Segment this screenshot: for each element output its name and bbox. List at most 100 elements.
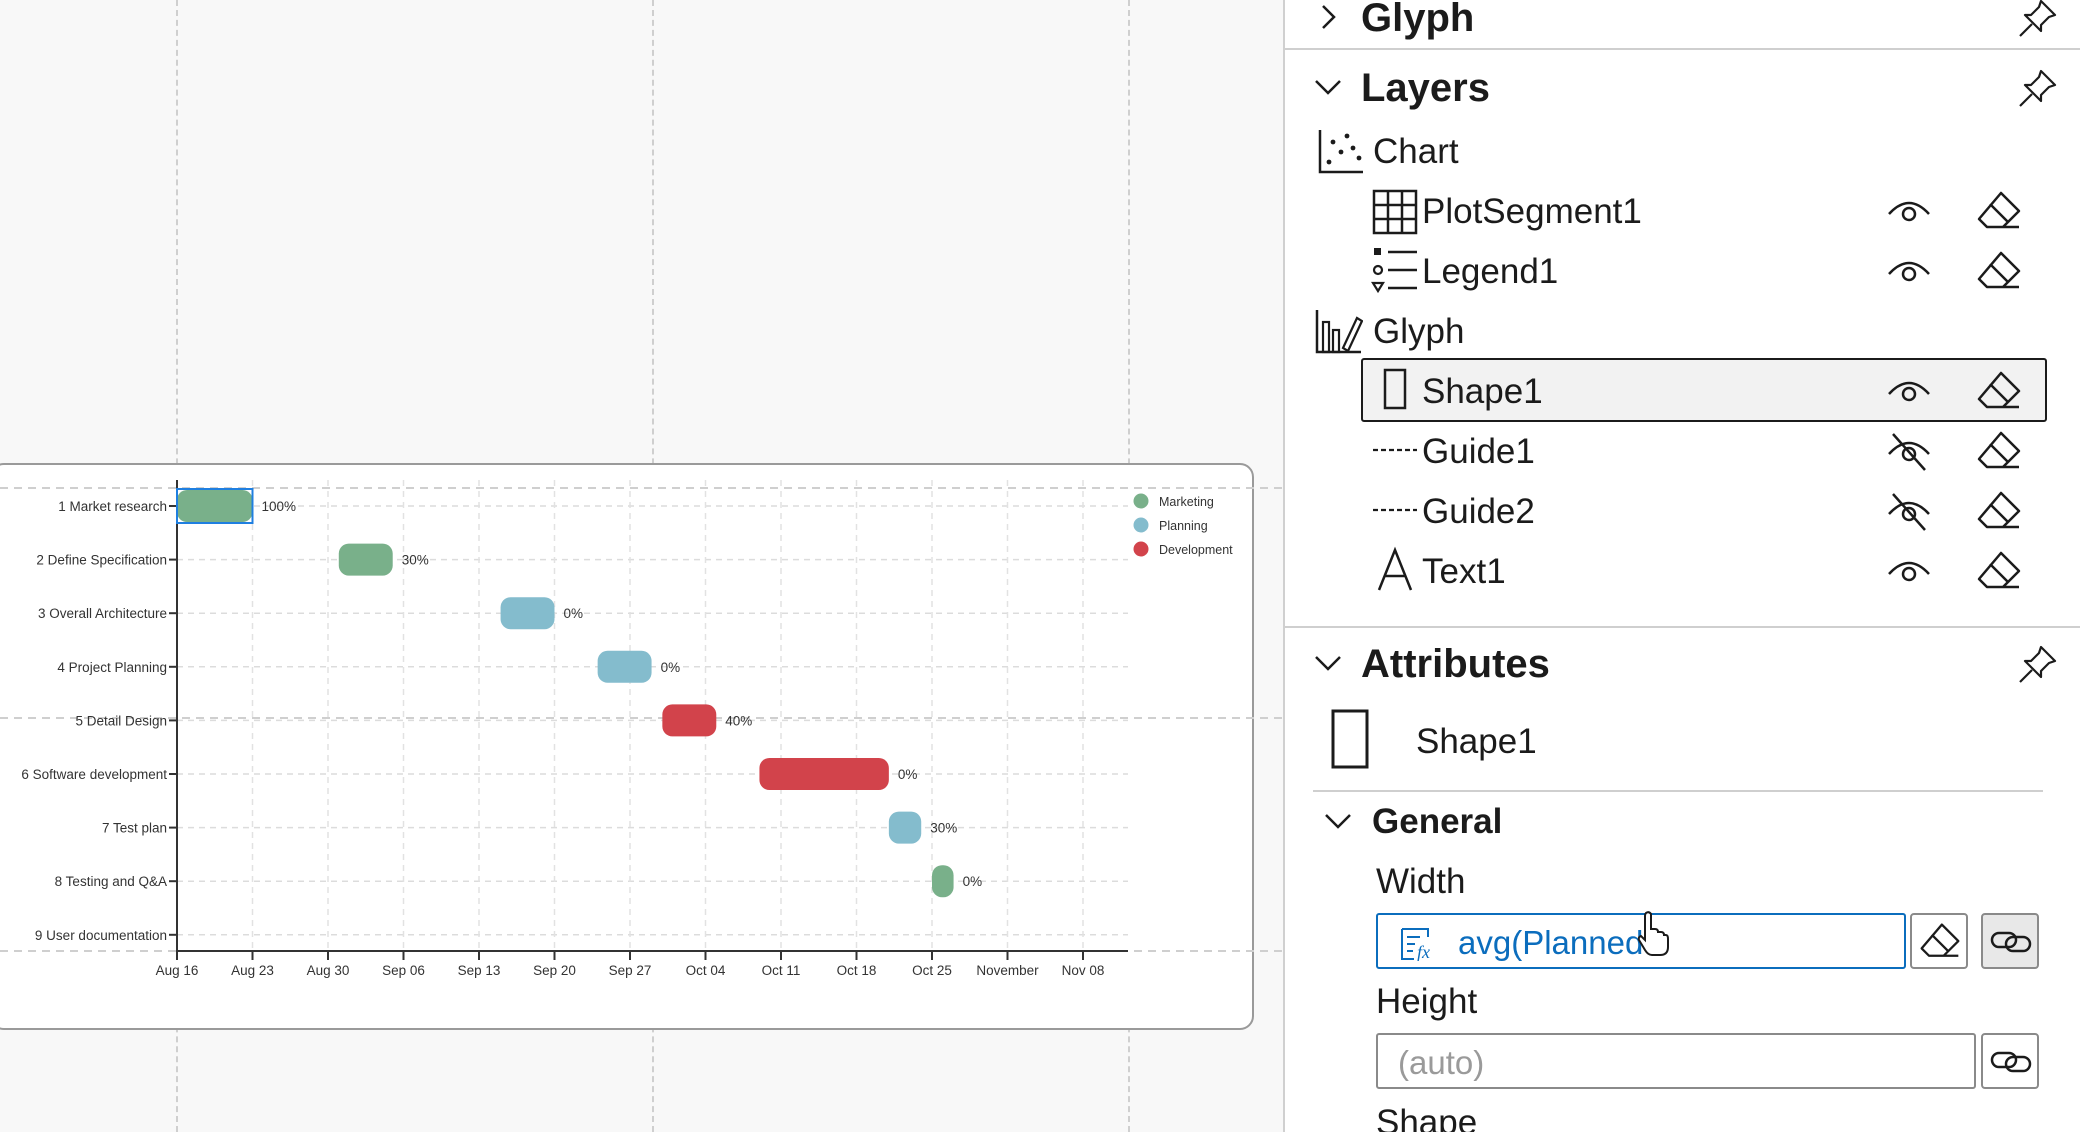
layer-chart[interactable]: Chart — [1285, 122, 2080, 180]
x-tick-label: Sep 06 — [382, 963, 425, 978]
gantt-bar — [759, 758, 889, 790]
eye-hidden-icon[interactable] — [1885, 488, 1933, 536]
pin-icon[interactable] — [2014, 642, 2060, 688]
height-label: Height — [1376, 982, 1478, 1021]
x-tick-label: November — [976, 963, 1039, 978]
y-tick-label: 8 Testing and Q&A — [55, 874, 167, 889]
x-tick-label: Aug 30 — [307, 963, 350, 978]
rectangle-icon — [1331, 709, 1369, 769]
layer-guide1[interactable]: Guide1 — [1285, 422, 2080, 480]
eye-hidden-icon[interactable] — [1885, 428, 1933, 476]
clear-width-button[interactable] — [1910, 913, 1968, 969]
eraser-icon[interactable] — [1975, 428, 2023, 476]
layer-legend[interactable]: Legend1 — [1285, 242, 2080, 300]
chevron-right-icon — [1322, 5, 1336, 29]
progress-label: 100% — [262, 499, 297, 514]
eye-icon[interactable] — [1885, 548, 1933, 596]
chevron-down-icon — [1315, 80, 1341, 95]
expression-fx-icon: fx — [1401, 928, 1430, 961]
x-tick-label: Sep 20 — [533, 963, 576, 978]
y-tick-label: 3 Overall Architecture — [38, 606, 167, 621]
eye-icon[interactable] — [1885, 248, 1933, 296]
layers-section-header[interactable]: Layers — [1285, 60, 2080, 130]
gantt-bar — [338, 543, 393, 576]
chart-frame[interactable] — [0, 463, 1254, 1030]
hand-cursor-icon — [1637, 911, 1669, 956]
layer-plot-segment[interactable]: PlotSegment1 — [1285, 182, 2080, 240]
y-tick-label: 9 User documentation — [35, 928, 167, 943]
x-tick-label: Aug 16 — [156, 963, 199, 978]
height-input[interactable]: (auto) — [1376, 1033, 1976, 1089]
general-section-header[interactable]: General — [1321, 800, 2021, 850]
chart-canvas[interactable]: Aug 16 Aug 23 Aug 30 Sep 06 Sep 13 Sep 20 Sep … — [0, 0, 1283, 1132]
section-divider — [1285, 626, 2080, 628]
gantt-chart[interactable]: Aug 16 Aug 23 Aug 30 Sep 06 Sep 13 Sep 20 Sep … — [0, 0, 1283, 1132]
legend-label: Marketing — [1159, 495, 1214, 509]
chevron-down-icon — [1325, 814, 1351, 829]
legend-label: Planning — [1159, 519, 1208, 533]
layer-guide2[interactable]: Guide2 — [1285, 482, 2080, 540]
eye-icon[interactable] — [1885, 368, 1933, 416]
layer-glyph[interactable]: Glyph — [1285, 302, 2080, 360]
selected-layer-highlight — [1361, 358, 2047, 422]
shape-label: Shape — [1376, 1103, 1478, 1132]
gantt-bar — [662, 704, 717, 737]
layer-label: Chart — [1373, 132, 1459, 171]
rectangle-icon — [1383, 368, 1407, 410]
layer-label: Legend1 — [1422, 252, 1559, 291]
progress-label: 0% — [564, 606, 584, 621]
legend-swatch — [1133, 517, 1149, 533]
x-tick-label: Nov 08 — [1062, 963, 1105, 978]
layers-section-title: Layers — [1361, 66, 1490, 110]
y-tick-label: 7 Test plan — [102, 821, 167, 836]
gantt-bar — [177, 490, 253, 522]
height-placeholder: (auto) — [1398, 1044, 1485, 1081]
eraser-icon — [1920, 923, 1960, 957]
layer-shape[interactable]: Shape1 — [1285, 362, 2080, 420]
text-icon — [1377, 546, 1413, 591]
layer-label: Shape1 — [1422, 372, 1543, 411]
pin-icon[interactable] — [2014, 0, 2060, 42]
glyph-section-header[interactable]: Glyph — [1285, 0, 2080, 52]
layer-label: Guide2 — [1422, 492, 1535, 531]
layer-label: PlotSegment1 — [1422, 192, 1642, 231]
section-divider — [1313, 790, 2043, 792]
eraser-icon[interactable] — [1975, 248, 2023, 296]
side-panel: Glyph Layers Chart PlotSegment1 Legend1 — [1283, 0, 2080, 1132]
eye-icon[interactable] — [1885, 188, 1933, 236]
bind-height-button[interactable] — [1981, 1033, 2039, 1089]
eraser-icon[interactable] — [1975, 368, 2023, 416]
eraser-icon[interactable] — [1975, 548, 2023, 596]
width-expression-value: avg(Planned — [1458, 924, 1644, 961]
gantt-bar — [597, 650, 652, 683]
width-expression-input[interactable]: fx avg(Planned — [1376, 913, 1906, 969]
layer-label: Text1 — [1422, 552, 1506, 591]
svg-text:fx: fx — [1417, 942, 1430, 961]
progress-label: 0% — [963, 874, 983, 889]
link-icon — [1990, 1051, 2032, 1073]
attributes-section-header[interactable]: Attributes — [1285, 636, 2080, 706]
progress-label: 40% — [725, 713, 752, 728]
layer-label: Guide1 — [1422, 432, 1535, 471]
eraser-icon[interactable] — [1975, 488, 2023, 536]
legend-label: Development — [1159, 543, 1233, 557]
general-section-title: General — [1372, 802, 1503, 841]
progress-label: 0% — [898, 767, 918, 782]
dashed-line-icon — [1373, 448, 1417, 452]
legend-swatch — [1133, 541, 1149, 557]
progress-label: 0% — [661, 660, 681, 675]
x-tick-label: Oct 25 — [912, 963, 952, 978]
eraser-icon[interactable] — [1975, 188, 2023, 236]
gantt-bar — [500, 597, 555, 630]
x-tick-label: Sep 13 — [458, 963, 501, 978]
x-tick-label: Oct 11 — [762, 963, 801, 978]
layer-text[interactable]: Text1 — [1285, 542, 2080, 600]
scatter-chart-icon — [1318, 130, 1363, 174]
chevron-down-icon — [1315, 656, 1341, 671]
pin-icon[interactable] — [2014, 66, 2060, 112]
bind-width-button[interactable] — [1981, 913, 2039, 969]
y-tick-label: 6 Software development — [21, 767, 167, 782]
x-tick-label: Oct 04 — [686, 963, 726, 978]
glyph-section-title: Glyph — [1361, 0, 1475, 40]
x-tick-label: Sep 27 — [609, 963, 652, 978]
